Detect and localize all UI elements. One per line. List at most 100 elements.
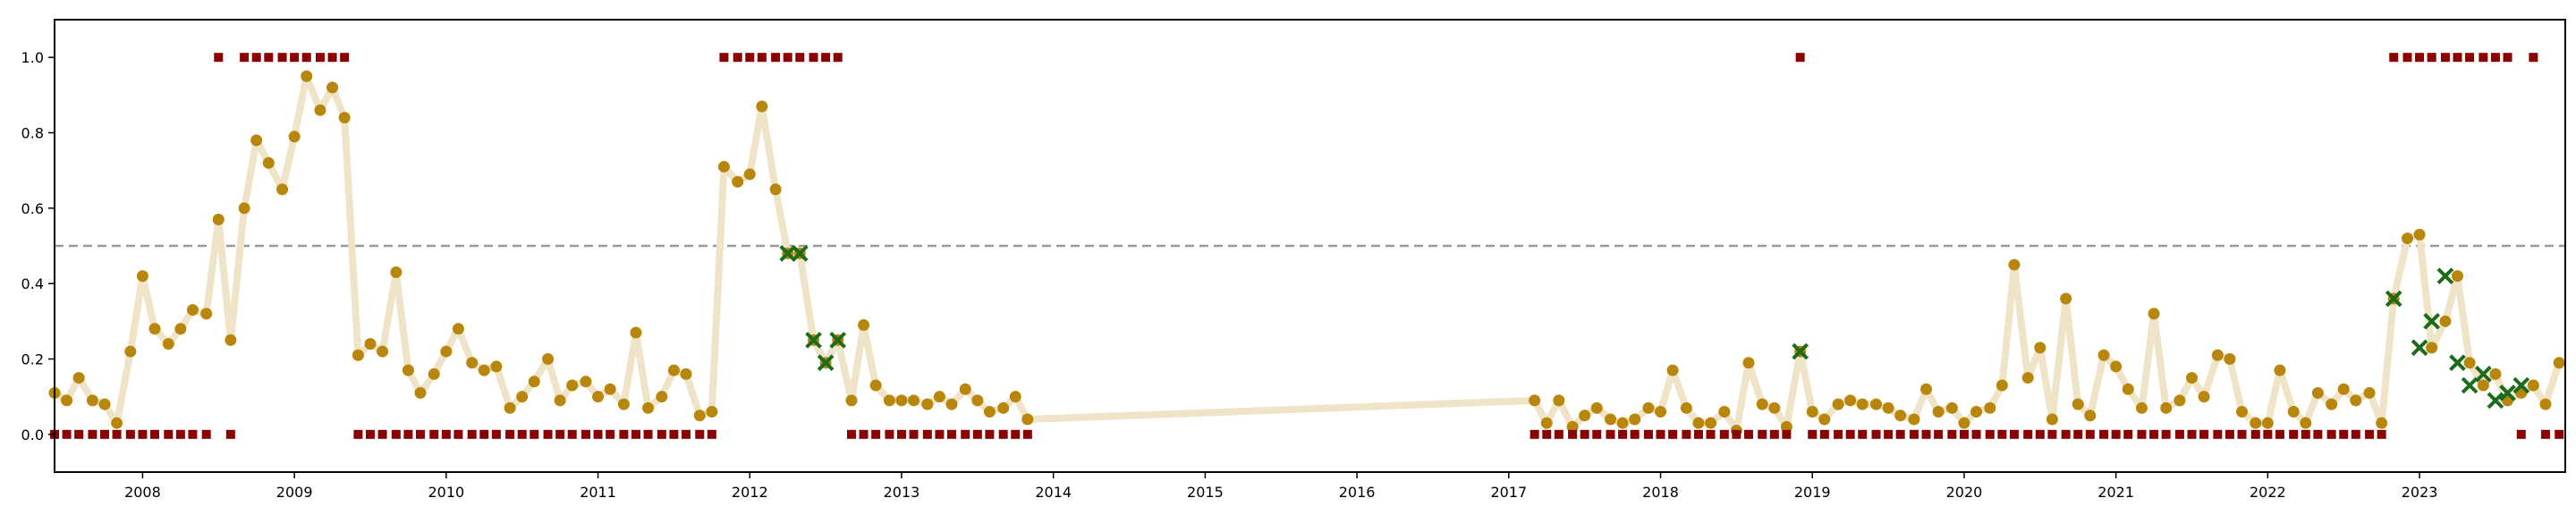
data-point: [908, 394, 920, 407]
cross-marker: [2487, 392, 2504, 409]
flag-marker: [593, 429, 603, 439]
cross-marker: [2499, 384, 2516, 401]
flag-marker: [1769, 429, 1779, 439]
data-point: [566, 379, 579, 392]
flag-marker: [2453, 53, 2462, 63]
cross-marker: [2461, 376, 2479, 394]
data-point: [2463, 357, 2476, 369]
data-point: [1590, 401, 1603, 414]
flag-marker: [1011, 429, 1021, 439]
data-point: [592, 391, 605, 403]
flag-marker: [985, 429, 995, 439]
flag-marker: [391, 429, 401, 439]
flag-marker: [150, 429, 160, 439]
data-point: [554, 394, 566, 407]
flag-marker: [2009, 429, 2019, 439]
flag-marker: [1909, 429, 1919, 439]
flag-marker: [809, 53, 818, 63]
y-tick-label: 0.2: [21, 351, 44, 368]
flag-marker: [1668, 429, 1678, 439]
flag-marker: [1947, 429, 1957, 439]
flag-marker: [2237, 429, 2247, 439]
flag-marker: [2389, 53, 2399, 63]
flag-marker: [353, 429, 363, 439]
trend-layer: [51, 72, 2563, 435]
data-point: [2376, 417, 2388, 429]
flag-marker: [2149, 429, 2159, 439]
flag-marker: [2023, 429, 2033, 439]
data-point: [1692, 417, 1705, 429]
data-point: [2148, 308, 2160, 320]
data-point: [136, 270, 148, 283]
flag-marker: [365, 429, 375, 439]
data-point: [338, 112, 351, 124]
data-point: [428, 367, 440, 380]
flag-marker: [2440, 53, 2450, 63]
data-point: [162, 338, 174, 350]
data-point: [1932, 406, 1945, 418]
flag-marker: [2085, 429, 2095, 439]
flag-marker: [2301, 429, 2310, 439]
data-point: [301, 70, 313, 82]
flag-marker: [517, 429, 527, 439]
x-tick-label: 2008: [124, 484, 161, 501]
data-point: [262, 156, 275, 169]
data-point: [1908, 413, 1920, 426]
flag-marker: [871, 429, 881, 439]
data-point: [504, 401, 516, 414]
data-point: [1958, 417, 1970, 429]
flag-marker: [681, 429, 691, 439]
cross-marker: [2512, 376, 2530, 394]
flag-marker: [530, 429, 539, 439]
data-point: [2097, 349, 2110, 361]
data-point: [895, 394, 908, 407]
flag-marker: [2555, 429, 2564, 439]
data-point: [1870, 398, 1883, 410]
flag-marker: [2111, 429, 2121, 439]
flag-marker: [1554, 429, 1563, 439]
flag-marker: [1618, 429, 1628, 439]
flag-marker: [1682, 429, 1691, 439]
data-point: [2021, 372, 2034, 384]
data-point: [2250, 417, 2262, 429]
data-point: [1882, 401, 1894, 414]
data-point: [1009, 391, 1021, 403]
flag-marker: [290, 53, 300, 63]
data-point: [61, 394, 73, 407]
data-point: [1996, 379, 2008, 392]
flag-marker: [377, 429, 387, 439]
cross-marker: [791, 245, 809, 262]
data-point: [1540, 417, 1553, 429]
data-point: [2160, 401, 2173, 414]
cross-marker: [2449, 354, 2466, 372]
data-point: [440, 345, 453, 358]
data-point: [212, 213, 225, 225]
data-point: [2553, 357, 2565, 369]
data-point: [1021, 413, 1034, 426]
y-tick-label: 0.6: [21, 200, 44, 217]
flag-marker: [1808, 429, 1818, 439]
flag-marker: [2415, 53, 2425, 63]
flag-marker: [935, 429, 945, 439]
data-point: [680, 367, 692, 380]
data-point: [945, 398, 958, 410]
data-point: [1806, 406, 1818, 418]
flag-marker: [2187, 429, 2197, 439]
data-point: [466, 357, 479, 369]
flag-marker: [1606, 429, 1615, 439]
data-point: [769, 183, 782, 196]
flag-marker: [580, 429, 590, 439]
flag-marker: [1985, 429, 1995, 439]
cross-marker: [779, 245, 797, 262]
flag-marker: [1871, 429, 1881, 439]
data-point: [2287, 406, 2300, 418]
flag-marker: [1997, 429, 2007, 439]
flag-marker: [606, 429, 615, 439]
flag-marker: [100, 429, 110, 439]
flag-marker: [961, 429, 970, 439]
flag-marker: [2199, 429, 2209, 439]
x-tick-label: 2021: [2097, 484, 2134, 501]
flag-marker: [125, 429, 135, 439]
data-point: [2413, 228, 2426, 241]
flag-marker: [1706, 429, 1716, 439]
